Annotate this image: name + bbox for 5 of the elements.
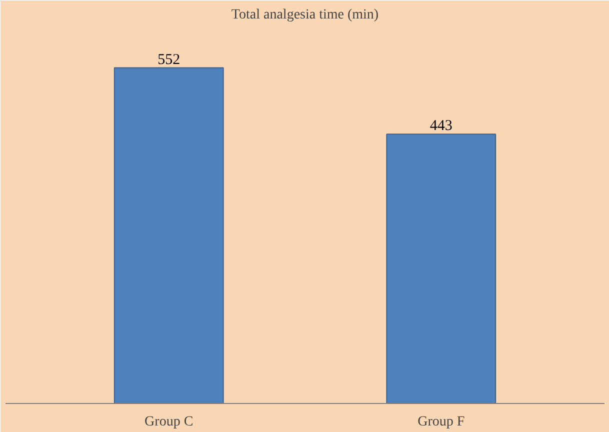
data-label: 443 — [430, 118, 452, 134]
chart-title: Total analgesia time (min) — [231, 8, 379, 22]
x-tick-label: Group F — [418, 414, 465, 430]
data-label: 552 — [158, 52, 180, 68]
x-tick-label: Group C — [144, 414, 194, 430]
